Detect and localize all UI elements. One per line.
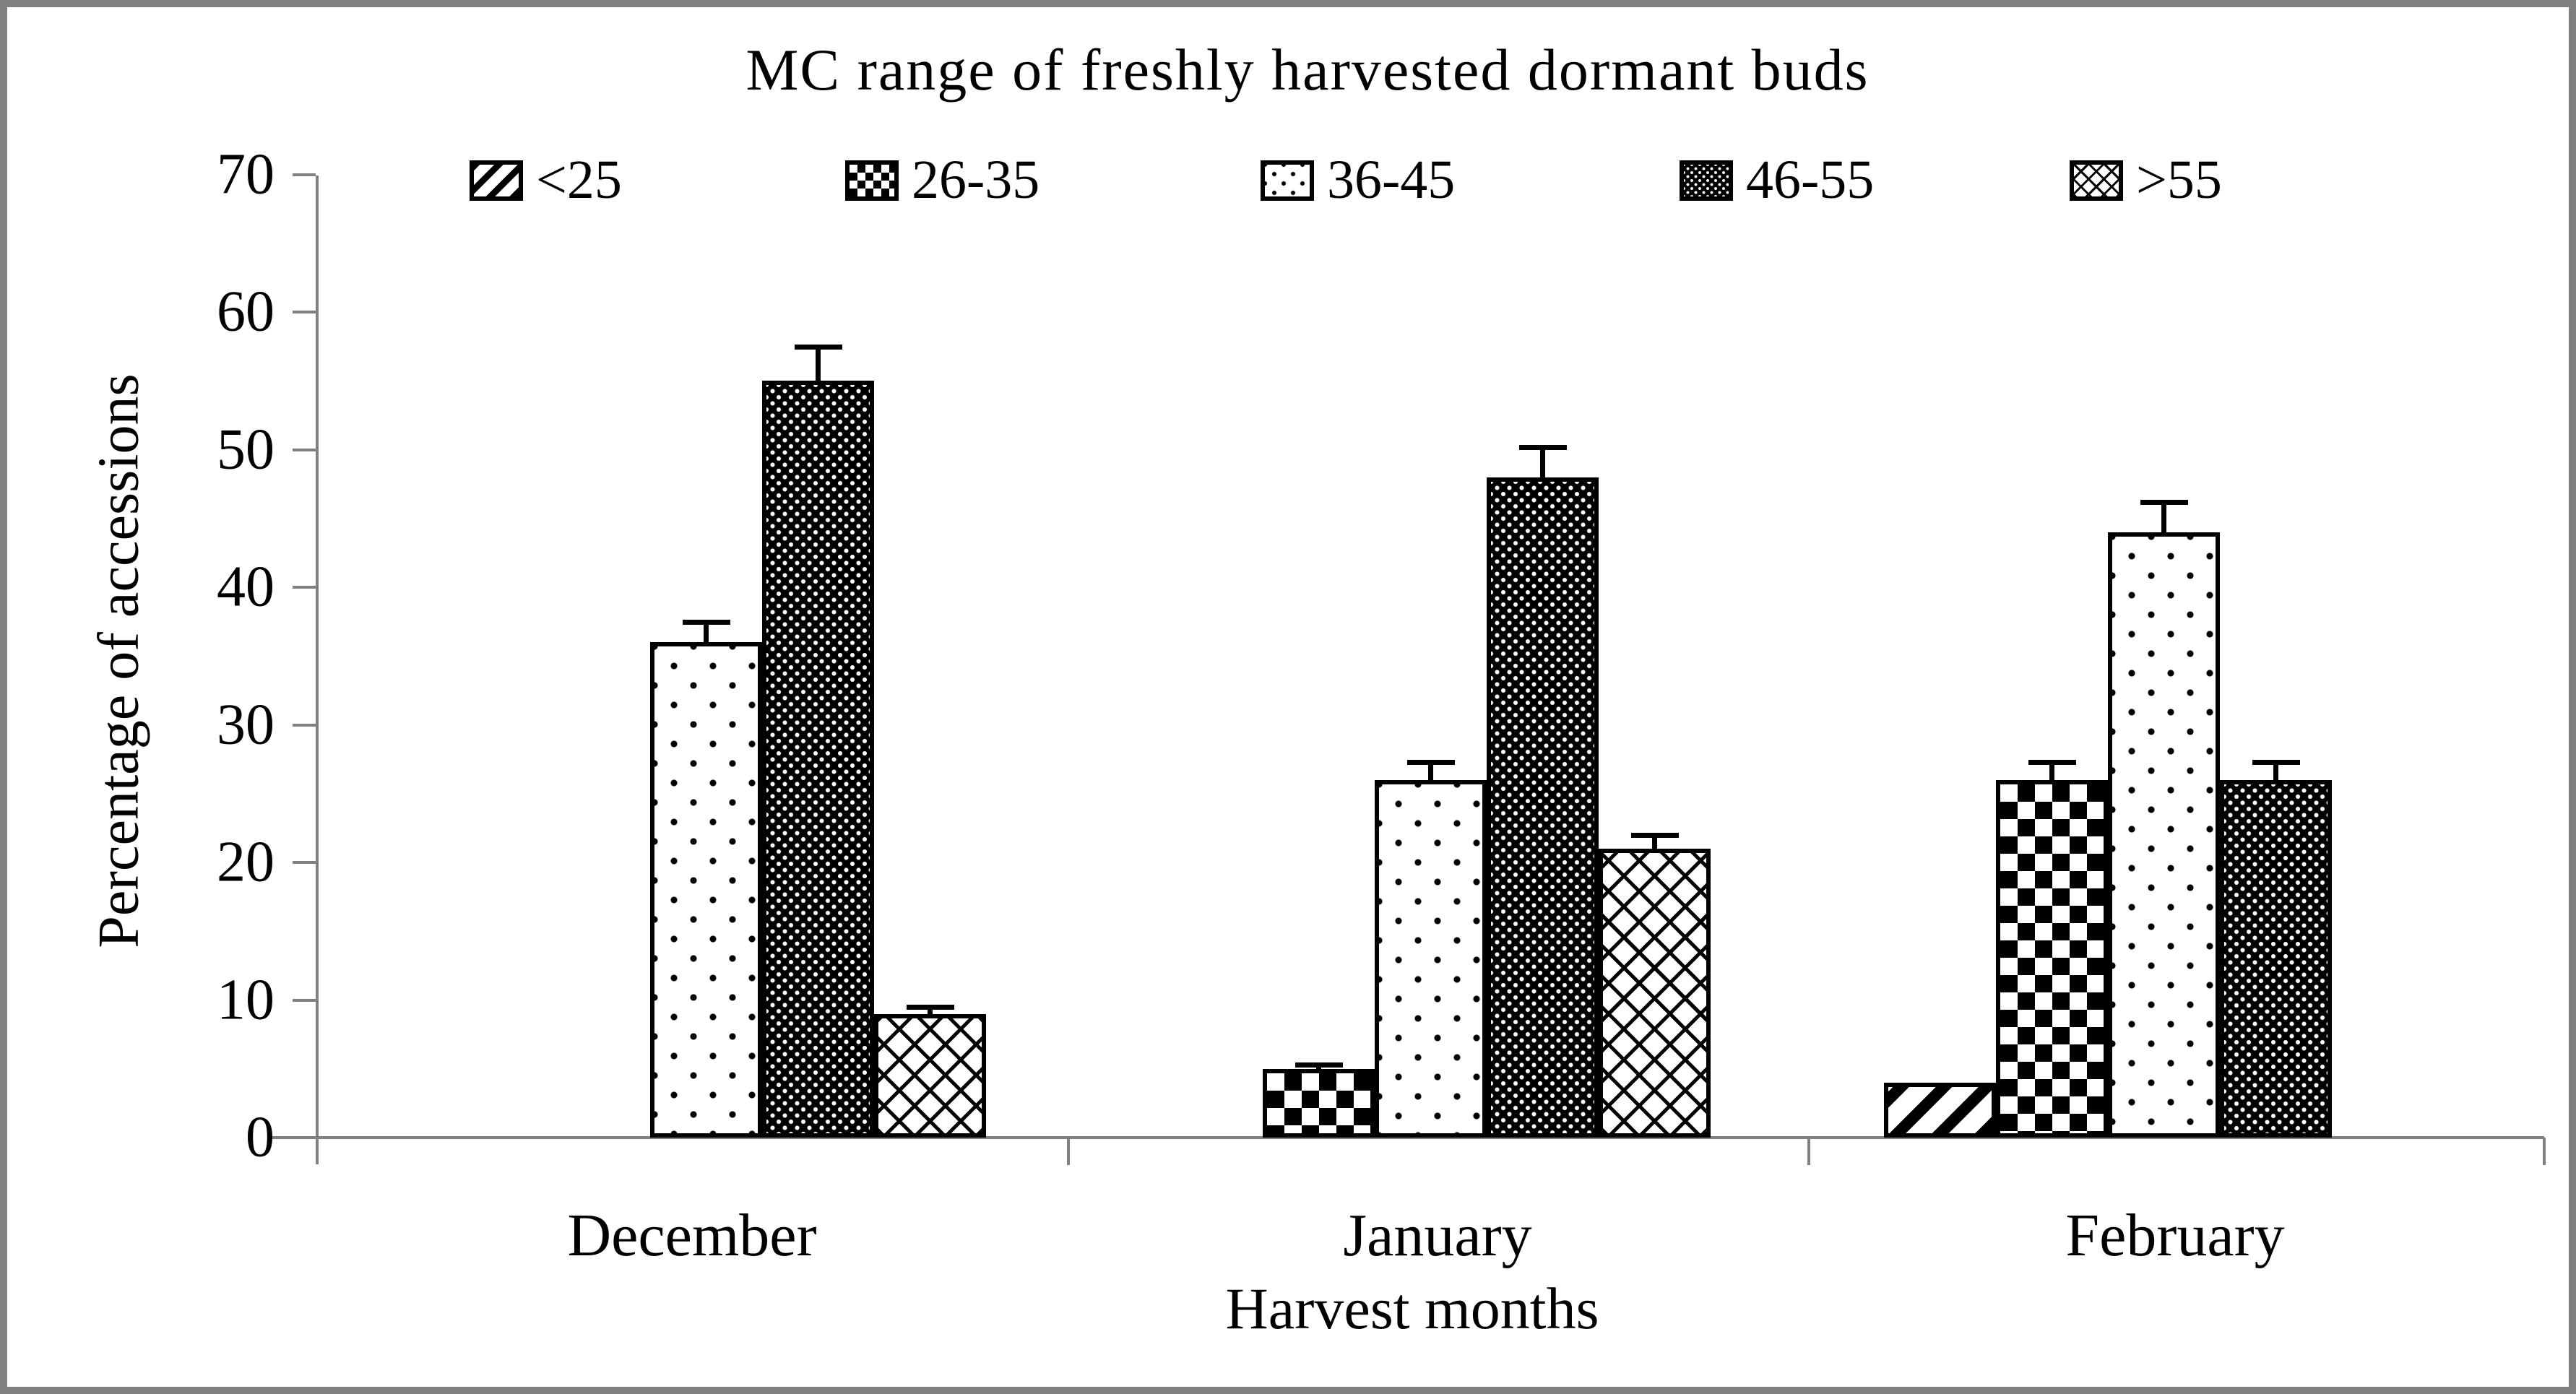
bar-december-36-45 [650,642,762,1138]
error-bar-line [1652,834,1657,849]
y-tick [293,448,316,451]
y-tick [293,586,316,589]
error-bar-line [816,346,821,381]
legend-swatch-checkerboard [845,160,899,201]
y-tick-label: 70 [217,142,275,206]
y-tick-label: 60 [217,280,275,344]
error-bar-cap [1406,759,1455,765]
legend-swatch-dense-dots [1680,160,1733,201]
bar-january-46-55 [1487,477,1599,1138]
legend-item-55: >55 [2070,149,2222,212]
month-label-december: December [567,1202,817,1269]
y-tick-label: 10 [217,968,275,1031]
legend-label: >55 [2136,150,2222,210]
y-tick-label: 40 [217,555,275,619]
x-axis-title: Harvest months [1225,1276,1599,1341]
bar-february-26-35 [1996,779,2108,1138]
bar-february-46-55 [2220,779,2332,1138]
bar-december->55 [874,1013,986,1138]
chart-title: MC range of freshly harvested dormant bu… [745,37,1870,103]
y-axis-line [316,176,319,1164]
error-bar-line [2161,501,2166,532]
legend-swatch-diagonal-weave [2070,160,2123,201]
error-bar-line [2049,761,2054,780]
error-bar-line [1540,446,1545,477]
x-tick [1807,1138,1810,1165]
bar-february-<25 [1884,1082,1996,1138]
error-bar-cap [2140,499,2188,505]
error-bar-line [928,1007,933,1014]
error-bar-cap [794,344,842,350]
y-tick-label: 50 [217,417,275,481]
error-bar-cap [1630,832,1679,838]
month-label-february: February [2065,1202,2285,1269]
error-bar-line [1428,761,1433,780]
legend-label: <25 [536,150,622,210]
legend-item-25: <25 [470,149,622,212]
bar-january-26-35 [1263,1068,1375,1138]
x-tick [2543,1138,2546,1165]
y-tick [293,723,316,727]
x-tick [1067,1138,1070,1165]
y-tick-label: 0 [246,1105,275,1169]
error-bar-cap [906,1005,954,1010]
legend-label: 46-55 [1746,150,1875,210]
error-bar-cap [2028,759,2076,765]
y-tick-label: 30 [217,693,275,756]
bar-january-36-45 [1375,779,1487,1138]
y-tick [293,173,316,176]
y-tick [293,998,316,1002]
legend-label: 36-45 [1327,150,1456,210]
legend-item-2635: 26-35 [845,149,1040,212]
error-bar-cap [682,619,730,625]
legend-label: 26-35 [912,150,1040,210]
bar-january->55 [1599,848,1711,1138]
y-tick [293,311,316,313]
bar-december-46-55 [762,381,874,1138]
bar-february-36-45 [2108,532,2220,1138]
error-bar-cap [1295,1062,1343,1068]
legend-swatch-diagonal-stripe [470,160,523,201]
y-tick-label: 20 [217,830,275,894]
error-bar-cap [2252,759,2300,765]
error-bar-line [704,621,709,643]
legend-swatch-sparse-dots [1261,160,1314,201]
y-tick [293,861,316,864]
x-axis-line [267,1136,2544,1139]
legend-item-4655: 46-55 [1680,149,1874,212]
month-label-january: January [1343,1202,1532,1269]
error-bar-cap [1518,444,1567,450]
legend-item-3645: 36-45 [1261,149,1455,212]
error-bar-line [2273,761,2278,780]
